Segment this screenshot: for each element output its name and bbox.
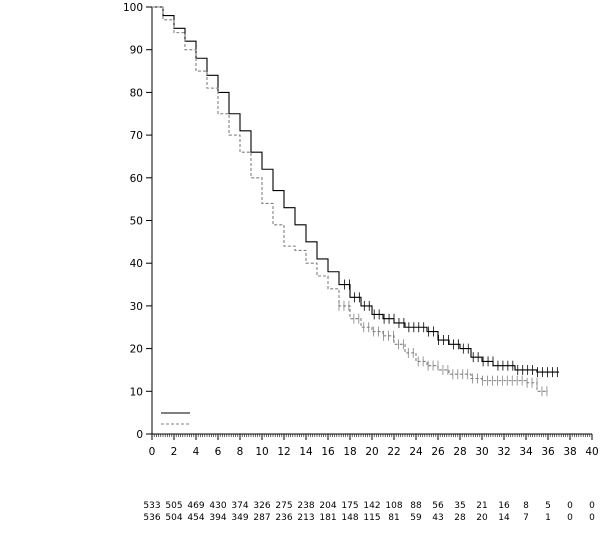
risk-table-cell: 430: [209, 501, 226, 511]
x-tick-label: 34: [519, 446, 533, 458]
x-tick-label: 36: [541, 446, 555, 458]
risk-table-cell: 28: [454, 513, 466, 523]
risk-table-cell: 0: [589, 501, 595, 511]
legend: [161, 412, 190, 425]
risk-table-cell: 454: [187, 513, 204, 523]
x-tick-label: 20: [365, 446, 378, 458]
risk-table-cell: 533: [143, 501, 160, 511]
y-tick-label: 0: [136, 429, 143, 441]
risk-table-cell: 8: [523, 501, 529, 511]
risk-table-cell: 536: [143, 513, 160, 523]
risk-table-cell: 21: [476, 501, 487, 511]
x-tick-label: 32: [497, 446, 510, 458]
risk-table-cell: 326: [253, 501, 270, 511]
y-tick-label: 50: [130, 216, 143, 228]
risk-table-cell: 394: [209, 513, 226, 523]
y-tick-label: 100: [123, 2, 143, 14]
risk-table-cell: 35: [454, 501, 465, 511]
x-tick-label: 18: [343, 446, 356, 458]
survival-curve-dashed: [152, 6, 548, 392]
censor-marks: [338, 279, 558, 397]
x-tick-label: 24: [409, 446, 423, 458]
risk-table-cell: 213: [297, 513, 314, 523]
risk-table-cell: 14: [498, 513, 510, 523]
risk-table-cell: 20: [476, 513, 488, 523]
risk-table-cell: 1: [545, 513, 551, 523]
x-tick-label: 16: [321, 446, 335, 458]
risk-table-cell: 142: [363, 501, 380, 511]
x-tick-label: 28: [453, 446, 466, 458]
risk-table-cell: 181: [319, 513, 336, 523]
x-tick-label: 40: [585, 446, 598, 458]
risk-table-cell: 0: [589, 513, 595, 523]
risk-table-cell: 504: [165, 513, 182, 523]
x-tick-label: 6: [215, 446, 222, 458]
y-tick-label: 80: [130, 87, 143, 99]
x-tick-label: 12: [277, 446, 290, 458]
x-tick-label: 30: [475, 446, 488, 458]
y-tick-label: 10: [130, 386, 143, 398]
x-tick-label: 22: [387, 446, 400, 458]
axes: 0 2 4 6 8 10 12 14 16 18 20 22 24 26 28 30 32 34 36 38 40010…: [123, 2, 599, 458]
risk-table-cell: 275: [275, 501, 292, 511]
risk-table-cell: 0: [567, 513, 573, 523]
x-tick-label: 0: [149, 446, 156, 458]
risk-table-cell: 175: [341, 501, 358, 511]
x-tick-label: 38: [563, 446, 576, 458]
risk-table-cell: 56: [432, 501, 444, 511]
y-tick-label: 90: [130, 45, 143, 57]
x-tick-label: 4: [193, 446, 200, 458]
y-tick-label: 70: [130, 130, 143, 142]
risk-table-cell: 43: [432, 513, 443, 523]
risk-table-cell: 0: [567, 501, 573, 511]
risk-table-cell: 59: [410, 513, 422, 523]
risk-table-cell: 238: [297, 501, 314, 511]
risk-table-cell: 108: [385, 501, 402, 511]
risk-table-cell: 115: [363, 513, 380, 523]
x-tick-label: 2: [171, 446, 178, 458]
x-tick-label: 10: [255, 446, 268, 458]
risk-table-cell: 16: [498, 501, 510, 511]
survival-curves: [152, 6, 559, 392]
x-tick-label: 14: [299, 446, 313, 458]
risk-table-cell: 349: [231, 513, 248, 523]
risk-table-cell: 374: [231, 501, 248, 511]
risk-table-cell: 505: [165, 501, 182, 511]
y-tick-label: 20: [130, 344, 143, 356]
risk-table-cell: 469: [187, 501, 204, 511]
y-tick-label: 30: [130, 301, 143, 313]
survival-curve-solid: [152, 6, 559, 373]
risk-table-cell: 148: [341, 513, 358, 523]
y-tick-label: 40: [130, 258, 143, 270]
risk-table-cell: 236: [275, 513, 292, 523]
x-tick-label: 8: [237, 446, 244, 458]
risk-table-cell: 204: [319, 501, 336, 511]
y-tick-label: 60: [130, 173, 143, 185]
risk-table-cell: 287: [253, 513, 270, 523]
x-tick-label: 26: [431, 446, 445, 458]
risk-table-cell: 7: [523, 513, 529, 523]
risk-table-cell: 81: [388, 513, 399, 523]
risk-table-cell: 88: [410, 501, 422, 511]
risk-table-cell: 5: [545, 501, 551, 511]
risk-table: 533 505 469 430 374 326 275 238 204 175 142 108 88 56…: [143, 501, 595, 523]
